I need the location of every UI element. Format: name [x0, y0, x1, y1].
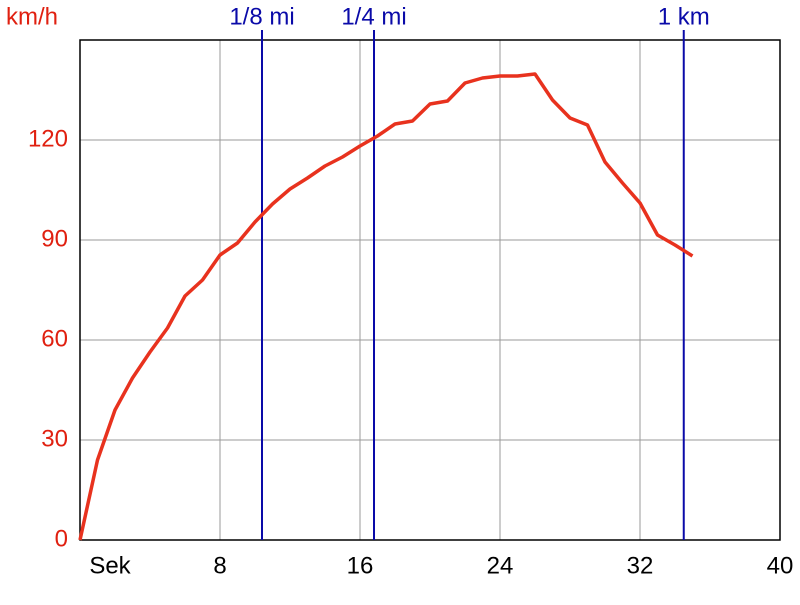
plot-frame — [79, 39, 781, 541]
x-tick-label: 32 — [627, 552, 654, 579]
x-tick-label: 8 — [213, 552, 226, 579]
y-tick-label: 30 — [41, 425, 68, 452]
distance-label: 1 km — [658, 3, 710, 30]
data-line — [78, 72, 694, 541]
y-tick-label: 0 — [55, 525, 68, 552]
x-tick-label: 24 — [487, 552, 514, 579]
x-tick-label: 16 — [347, 552, 374, 579]
distance-label: 1/4 mi — [341, 3, 406, 30]
x-tick-label: Sek — [89, 552, 131, 579]
y-tick-label: 60 — [41, 325, 68, 352]
y-axis-label: km/h — [6, 3, 58, 30]
y-tick-label: 90 — [41, 225, 68, 252]
distance-label: 1/8 mi — [229, 3, 294, 30]
y-tick-label: 120 — [28, 125, 68, 152]
x-tick-label: 40 — [767, 552, 794, 579]
